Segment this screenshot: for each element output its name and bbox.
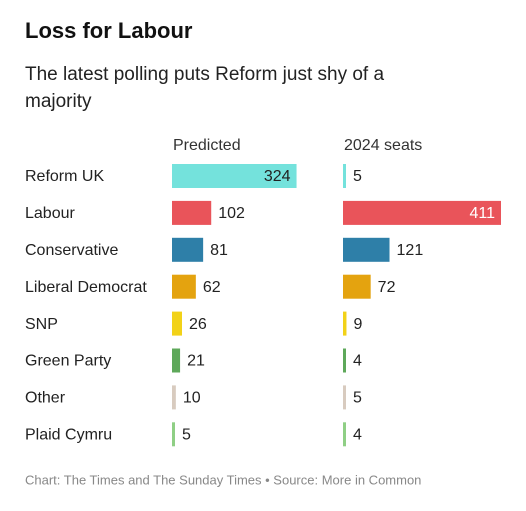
value-label: 324 — [264, 168, 291, 185]
value-label: 72 — [378, 279, 396, 296]
value-label: 5 — [353, 168, 362, 185]
category-label: Green Party — [25, 353, 111, 370]
bar — [343, 164, 346, 188]
bar — [172, 164, 297, 188]
value-label: 62 — [203, 279, 221, 296]
bar — [343, 237, 390, 262]
value-label: 5 — [182, 427, 191, 444]
category-label: Labour — [25, 205, 75, 222]
value-label: 4 — [353, 353, 362, 370]
bar — [172, 274, 196, 299]
value-label: 10 — [183, 390, 201, 407]
value-label: 102 — [218, 205, 245, 222]
bar — [172, 237, 204, 262]
value-label: 21 — [187, 353, 205, 370]
chart-subtitle: majority — [25, 91, 92, 112]
value-label: 121 — [397, 242, 424, 259]
bar — [343, 385, 346, 410]
bar — [172, 348, 181, 373]
bar — [172, 311, 182, 336]
bar — [343, 422, 346, 447]
bar — [172, 422, 175, 447]
bar — [343, 348, 346, 373]
chart-title: Loss for Labour — [25, 18, 193, 43]
category-label: Other — [25, 390, 66, 407]
category-label: Plaid Cymru — [25, 427, 112, 444]
category-label: Conservative — [25, 242, 118, 259]
chart-subtitle: The latest polling puts Reform just shy … — [25, 64, 384, 85]
value-label: 81 — [210, 242, 228, 259]
bar — [172, 385, 176, 410]
bar — [172, 200, 212, 225]
bar — [343, 200, 501, 225]
category-label: Reform UK — [25, 168, 104, 185]
chart-footer: Chart: The Times and The Sunday Times • … — [25, 472, 421, 487]
value-label: 9 — [353, 316, 362, 333]
value-label: 26 — [189, 316, 207, 333]
column-header: 2024 seats — [344, 137, 422, 154]
value-label: 4 — [353, 427, 362, 444]
category-label: Liberal Democrat — [25, 279, 147, 296]
column-header: Predicted — [173, 137, 241, 154]
value-label: 5 — [353, 390, 362, 407]
value-label: 411 — [469, 205, 495, 222]
bar — [343, 274, 371, 299]
bar — [343, 311, 347, 336]
category-label: SNP — [25, 316, 58, 333]
